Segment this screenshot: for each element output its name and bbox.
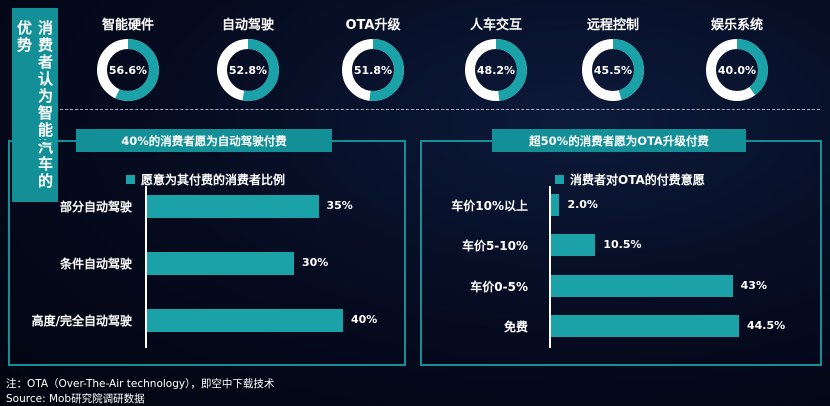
bar-value-label: 10.5% (603, 238, 642, 251)
bar-value-label: 30% (302, 256, 329, 269)
bar (551, 194, 560, 216)
bar-value-label: 44.5% (747, 319, 786, 332)
bar-value-label: 2.0% (567, 198, 598, 211)
footnote: 注：OTA（Over-The-Air technology），即空中下载技术 (6, 378, 275, 390)
donut-title: 自动驾驶 (221, 18, 274, 33)
donut-slice (217, 39, 279, 101)
donut-title: 远程控制 (586, 18, 639, 33)
donut-value-label: 51.8% (354, 64, 392, 77)
category-label: 条件自动驾驶 (59, 257, 132, 271)
donut-title: 娱乐系统 (710, 18, 763, 33)
bar-value-label: 43% (740, 279, 767, 292)
bar (147, 308, 343, 332)
right-legend: 消费者对OTA的付费意愿 (555, 171, 705, 188)
bar (147, 251, 294, 275)
donut-slice (582, 39, 644, 101)
left-legend-label: 愿意为其付费的消费者比例 (141, 173, 286, 187)
side-title: 消费者认为智能汽车的优势 (15, 20, 54, 190)
donut-chart: 48.2% (465, 39, 527, 101)
donut-slice (465, 39, 527, 101)
bar (551, 315, 739, 337)
bar-value-label: 40% (351, 313, 378, 326)
donut-slice (706, 39, 768, 101)
donut-chart: 45.5% (582, 39, 644, 101)
divider-line (60, 109, 820, 110)
donut-chart: 56.6% (97, 39, 159, 101)
donut-title: 人车交互 (469, 18, 522, 33)
left-panel-title: 40%的消费者愿为自动驾驶付费 (76, 129, 332, 152)
category-label: 车价5-10% (461, 239, 528, 253)
donut-slice (97, 39, 159, 101)
right-axis (549, 186, 551, 348)
category-label: 车价0-5% (470, 280, 528, 294)
donut-chart: 51.8% (342, 39, 404, 101)
bar (551, 234, 596, 256)
donut-title: OTA升级 (345, 18, 401, 33)
source: Source: Mob研究院调研数据 (6, 393, 145, 405)
legend-swatch (126, 175, 135, 184)
donut-chart: 52.8% (217, 39, 279, 101)
legend-swatch (555, 175, 564, 184)
right-panel-title: 超50%的消费者愿为OTA升级付费 (492, 129, 746, 152)
category-label: 高度/完全自动驾驶 (31, 314, 132, 328)
donut-value-label: 40.0% (718, 64, 756, 77)
category-label: 车价10%以上 (451, 199, 528, 213)
bar (551, 275, 733, 297)
bar-value-label: 35% (326, 199, 353, 212)
donut-value-label: 48.2% (477, 64, 515, 77)
donut-title: 智能硬件 (101, 18, 154, 33)
right-legend-label: 消费者对OTA的付费意愿 (570, 173, 705, 187)
donut-value-label: 56.6% (109, 64, 147, 77)
donut-chart: 40.0% (706, 39, 768, 101)
side-title-box: 消费者认为智能汽车的优势 (12, 8, 58, 202)
category-label: 免费 (503, 320, 528, 334)
donut-slice (342, 39, 404, 101)
left-legend: 愿意为其付费的消费者比例 (126, 171, 285, 188)
category-label: 部分自动驾驶 (59, 200, 132, 214)
donut-value-label: 45.5% (594, 64, 632, 77)
left-axis (145, 186, 147, 348)
donut-value-label: 52.8% (229, 64, 267, 77)
bar (147, 194, 319, 218)
